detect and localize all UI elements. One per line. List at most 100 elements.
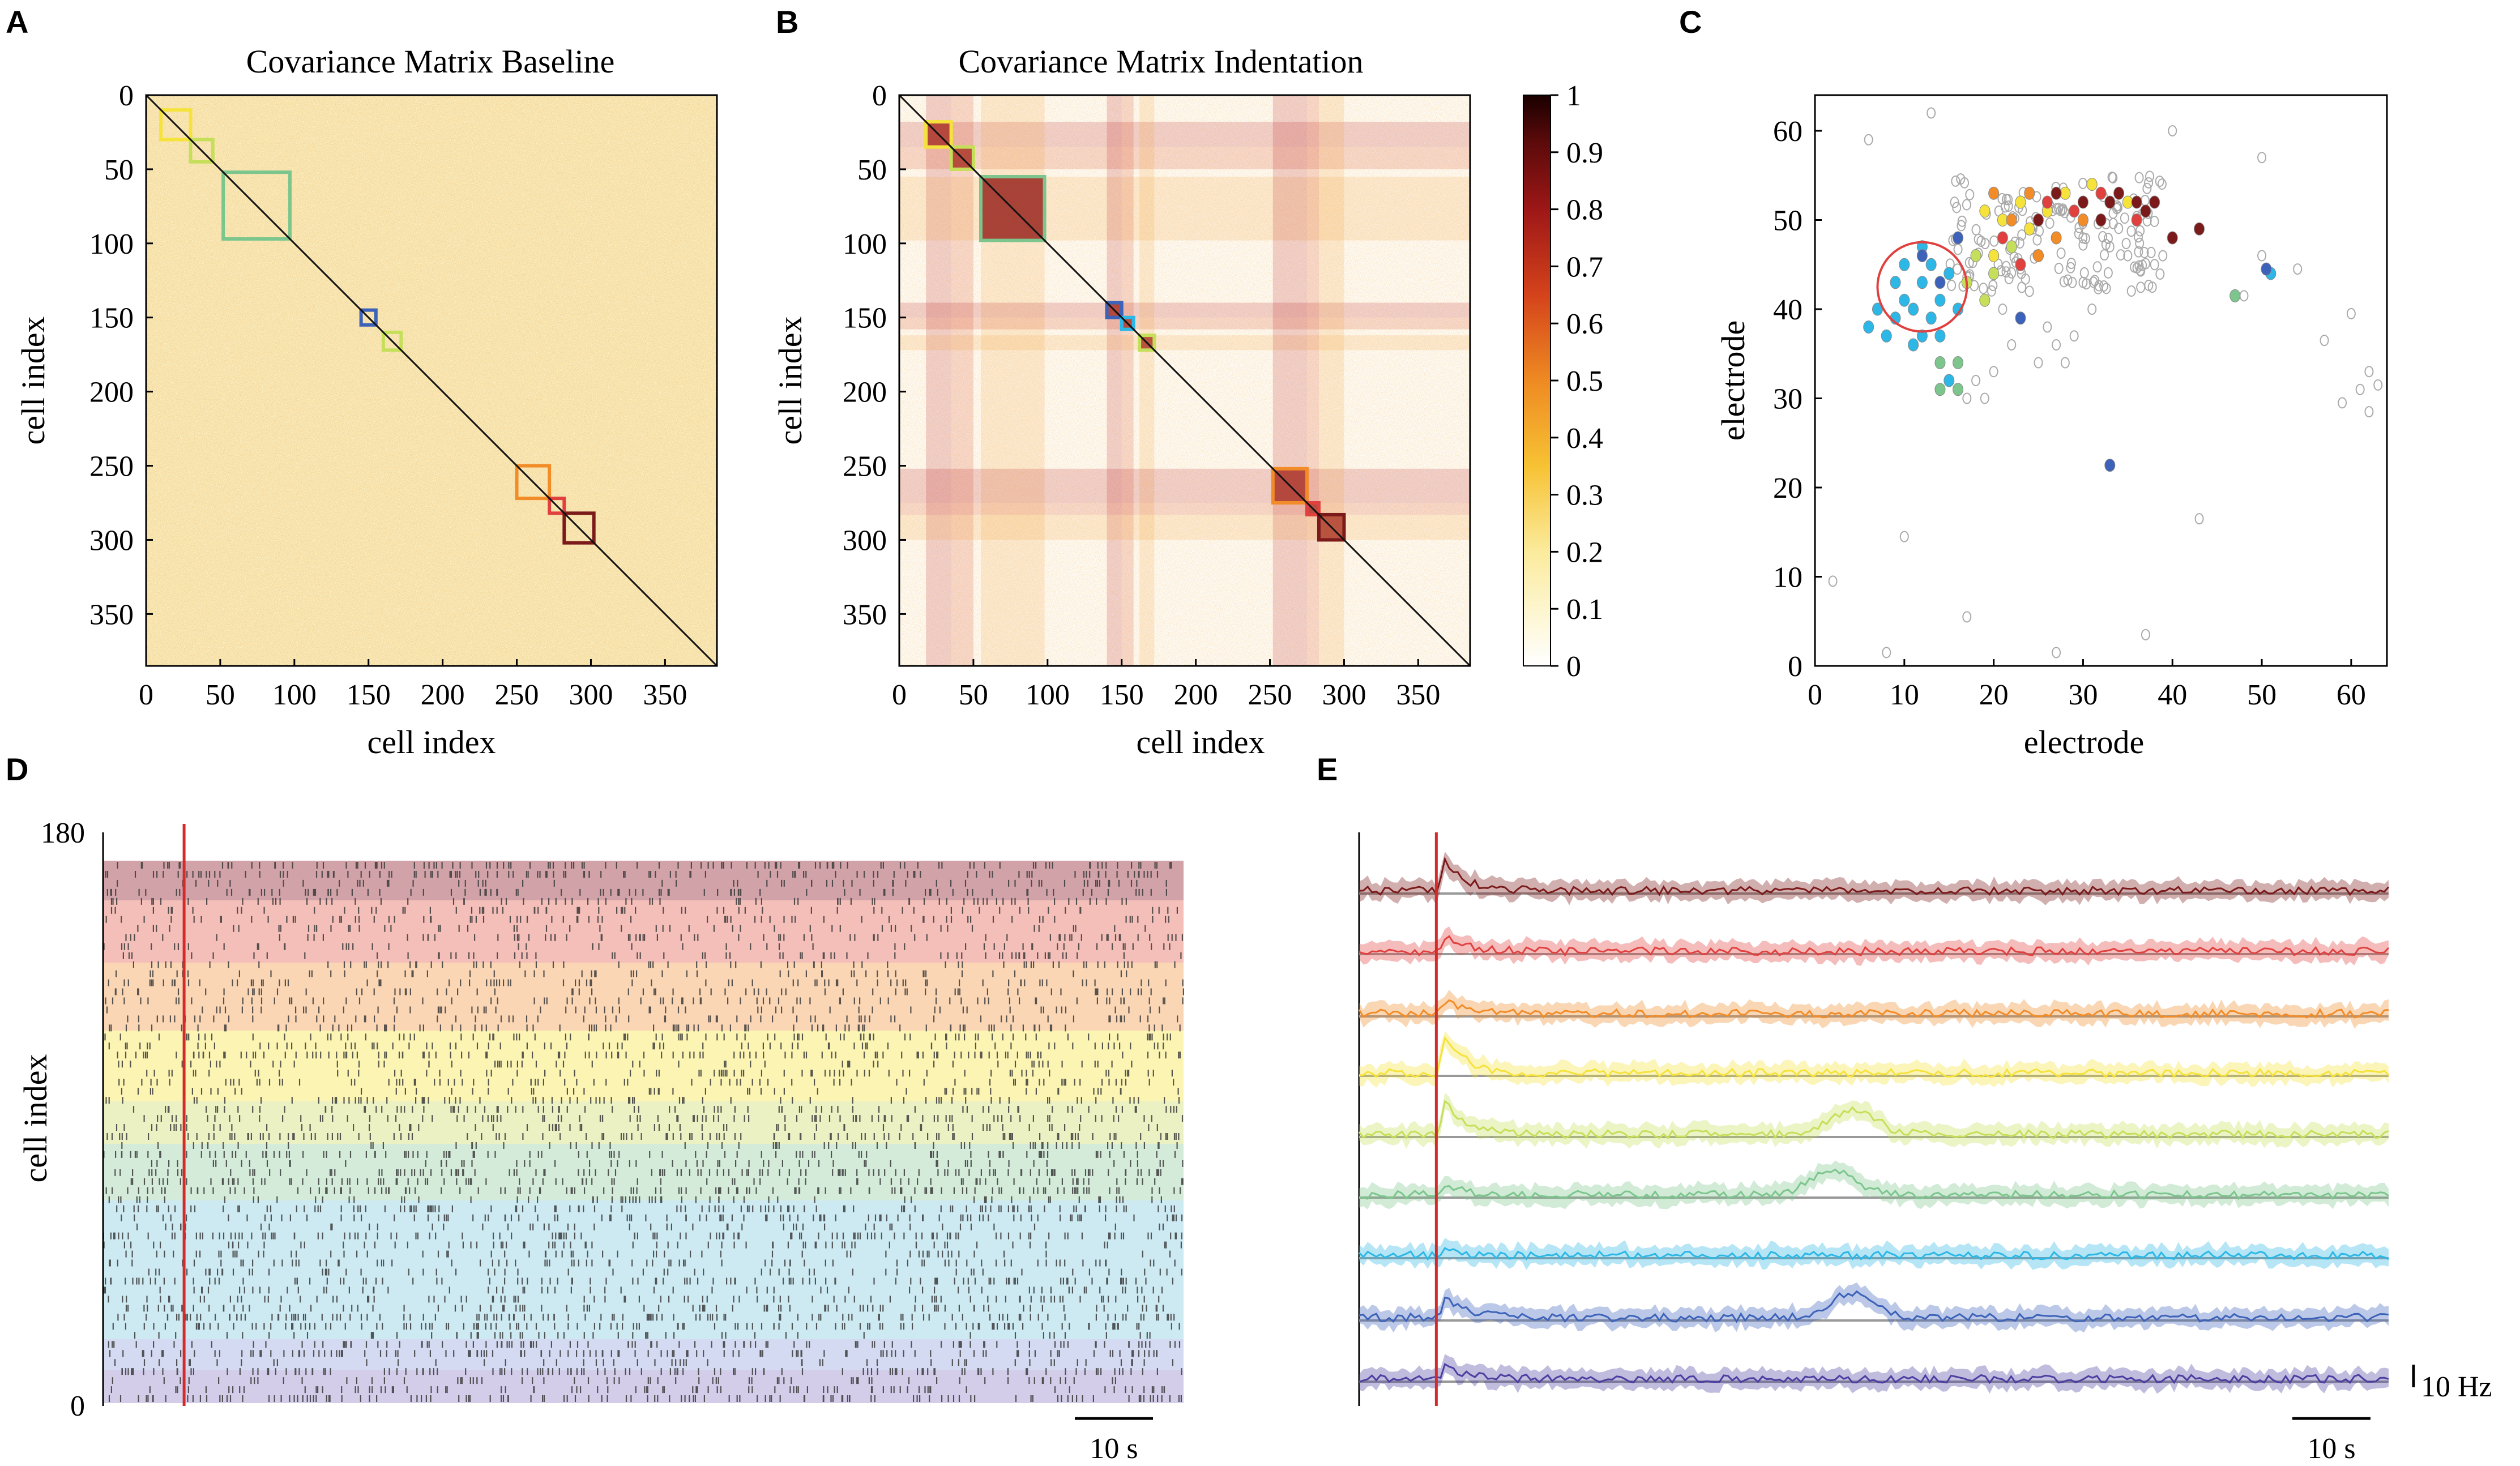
- raster-row: [125, 1250, 1171, 1258]
- scatter-point-gray: [2107, 171, 2117, 183]
- y-tick-label: 200: [843, 377, 887, 409]
- raster-row: [103, 1151, 1176, 1158]
- scatter-point: [2261, 262, 2272, 276]
- raster-row: [106, 1133, 1180, 1140]
- scatter-point-gray: [2141, 629, 2150, 640]
- x-tick-label: 100: [1026, 679, 1070, 711]
- cluster-block-outline: [979, 175, 1047, 242]
- scatter-point: [2077, 195, 2088, 209]
- trace-band: [1359, 926, 2389, 966]
- raster-row: [105, 1187, 1181, 1194]
- scatter-point: [1899, 258, 1910, 271]
- scatter-point-gray: [2257, 152, 2267, 164]
- x-tick-label: 0: [1808, 679, 1822, 711]
- scatter-point-gray: [2126, 285, 2136, 297]
- x-tick-label: 20: [1979, 679, 2009, 711]
- scatter-point: [2149, 195, 2160, 209]
- scatter-point-gray: [2293, 263, 2303, 275]
- scatter-point-gray: [2017, 229, 2027, 241]
- x-tick-label: 300: [1322, 679, 1366, 711]
- scatter-point: [2051, 186, 2062, 200]
- panel-c: 0 10 20 30 40 50 60 0 10 20 30 40 50 60 electrode ele…: [1715, 94, 2388, 760]
- scatter-point-gray: [2004, 272, 2014, 284]
- scatter-point-gray: [2126, 225, 2136, 237]
- panel-c-ylabel: electrode: [1715, 320, 1752, 441]
- scatter-point-gray: [2060, 357, 2070, 369]
- x-tick-label: 30: [2068, 679, 2098, 711]
- scatter-point-gray: [2100, 249, 2109, 261]
- scatter-point-gray: [2043, 321, 2052, 333]
- scatter-point: [1944, 374, 1955, 387]
- scatter-point-gray: [2168, 125, 2177, 136]
- y-tick-label: 0: [1788, 651, 1803, 683]
- panel-letter-e: E: [1317, 751, 1338, 787]
- scatter-point-gray: [1988, 280, 1998, 292]
- matrix-column-band: [1139, 95, 1155, 666]
- scatter-point-gray: [1989, 235, 1999, 247]
- panel-b-title: Covariance Matrix Indentation: [958, 43, 1363, 80]
- raster-row: [114, 1169, 1161, 1176]
- panel-b-diagonal: [898, 94, 1471, 667]
- raster-row: [117, 1314, 1175, 1321]
- scatter-point-gray: [2355, 383, 2365, 395]
- raster-row: [143, 1115, 1184, 1122]
- x-tick-label: 300: [569, 679, 613, 711]
- colorbar-tick-label: 0.5: [1566, 365, 1603, 398]
- raster-row: [125, 1305, 1164, 1312]
- scatter-point-gray: [2056, 247, 2066, 259]
- scatter-point: [1944, 267, 1955, 280]
- panel-e-rate-label: 10 Hz: [2421, 1371, 2492, 1403]
- cluster-block-outline: [359, 308, 378, 327]
- raster-row: [121, 1088, 1179, 1095]
- matrix-column-band: [1307, 95, 1319, 666]
- colorbar-tick-label: 0: [1566, 651, 1581, 683]
- raster-row: [121, 1368, 1182, 1375]
- colorbar-tick-label: 0.7: [1566, 251, 1603, 283]
- scatter-point: [2104, 459, 2116, 472]
- colorbar-tick-label: 0.9: [1566, 137, 1603, 169]
- scatter-point-gray: [2103, 233, 2113, 245]
- scatter-point-gray: [2121, 238, 2131, 250]
- scatter-point-gray: [2139, 246, 2149, 258]
- trace-band: [1359, 1354, 2389, 1394]
- scatter-point-gray: [1997, 193, 2007, 204]
- matrix-row-band: [899, 122, 1470, 147]
- panel-letter-c: C: [1679, 4, 1702, 40]
- panel-d-scalebar-label: 10 s: [1090, 1433, 1138, 1465]
- scatter-point-gray: [2155, 176, 2164, 187]
- scatter-point-gray: [2113, 202, 2123, 213]
- matrix-column-band: [926, 95, 951, 666]
- colorbar-tick-label: 1: [1566, 80, 1581, 112]
- scatter-point-gray: [2034, 357, 2043, 369]
- scatter-point: [1916, 249, 1928, 262]
- scatter-point: [2104, 195, 2116, 209]
- scatter-point-gray: [1953, 243, 1963, 255]
- cluster-block-outline: [221, 170, 292, 241]
- panel-b-ylabel: cell index: [772, 316, 809, 444]
- highlight-circle: [1876, 241, 1968, 333]
- scatter-point-gray: [2338, 397, 2347, 409]
- x-tick-label: 50: [206, 679, 235, 711]
- raster-row: [105, 1097, 1180, 1104]
- scatter-point-gray: [2114, 223, 2124, 234]
- scatter-point-gray: [1927, 107, 1936, 119]
- raster-row: [127, 1015, 1178, 1023]
- scatter-point-gray: [2320, 335, 2329, 347]
- scatter-point-gray: [2081, 233, 2090, 245]
- trace-band: [1359, 1282, 2389, 1333]
- x-tick-label: 350: [1396, 679, 1440, 711]
- panel-letter-b: B: [776, 4, 798, 40]
- scatter-point-gray: [1947, 280, 1957, 292]
- x-tick-label: 10: [1890, 679, 1919, 711]
- raster-row: [104, 1033, 1171, 1041]
- panel-a-diagonal: [145, 94, 718, 667]
- scatter-point-gray: [1957, 215, 1967, 227]
- scatter-point: [2033, 249, 2044, 262]
- trace-band: [1359, 1031, 2389, 1088]
- scatter-point: [1908, 338, 1919, 352]
- scatter-point-gray: [2142, 182, 2152, 194]
- cluster-band: [103, 1339, 1184, 1370]
- matrix-row-band: [899, 302, 1470, 318]
- cluster-band: [103, 1031, 1184, 1101]
